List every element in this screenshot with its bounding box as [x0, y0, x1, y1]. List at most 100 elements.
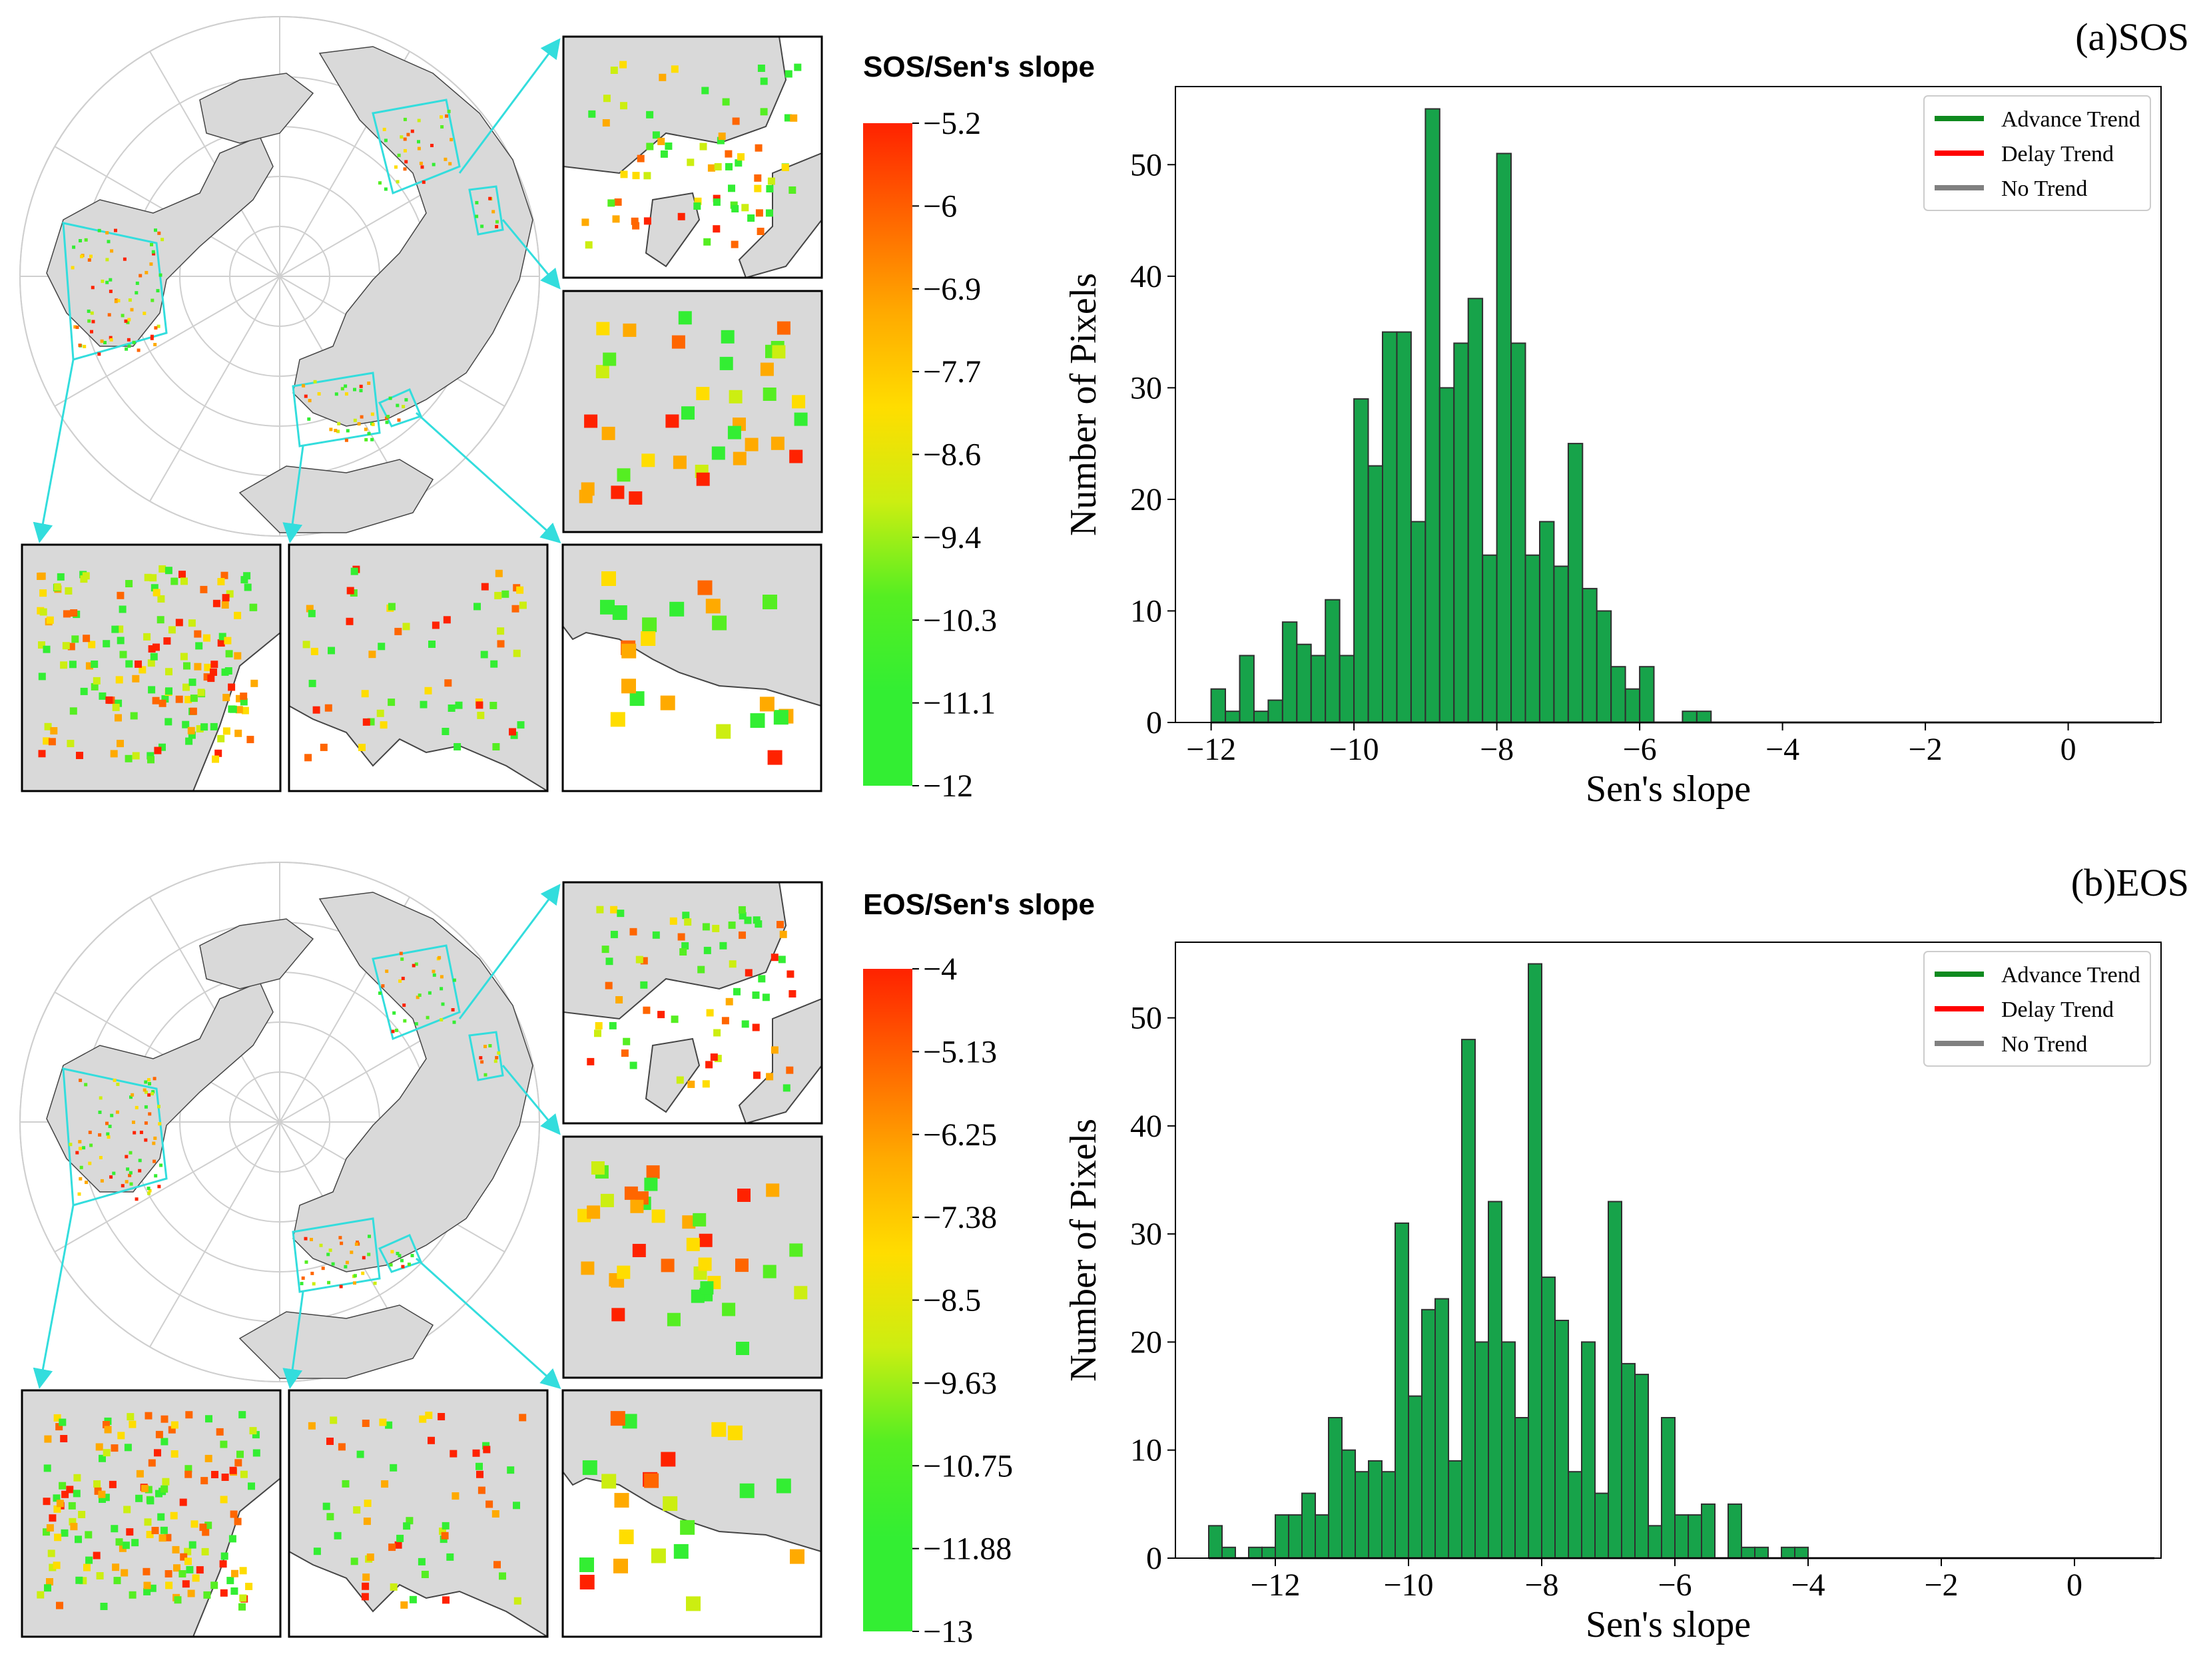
inset-pixel	[39, 589, 47, 597]
inset-pixel	[585, 241, 593, 249]
land-eurasia	[292, 46, 533, 427]
inset-pixel	[85, 662, 93, 670]
inset-pixel	[119, 605, 127, 613]
inset-pixel	[641, 631, 656, 646]
inset-pixel	[757, 228, 765, 235]
inset-pixel	[739, 931, 746, 939]
inset-pixel	[130, 712, 138, 720]
eos-bar	[1261, 1546, 1276, 1559]
eos-bar	[1395, 1222, 1409, 1559]
map-pixel	[113, 1078, 117, 1082]
inset-pixel	[61, 1490, 69, 1498]
map-pixel	[310, 1238, 313, 1241]
inset-pixel	[201, 1547, 209, 1555]
eos-bar	[1661, 1417, 1676, 1559]
inset-pixel	[204, 1454, 212, 1462]
inset-pixel	[151, 584, 158, 592]
inset-pixel	[702, 923, 710, 931]
inset-pixel	[643, 217, 651, 225]
eos-bar	[1315, 1514, 1329, 1559]
land-north-america	[46, 981, 274, 1193]
map-pixel	[72, 245, 76, 249]
inset-pixel	[229, 1466, 237, 1474]
inset-pixel	[687, 158, 695, 166]
eos-bar	[1421, 1308, 1436, 1559]
inset-pixel	[236, 695, 243, 702]
inset-pixel	[334, 1532, 342, 1540]
inset-frame	[562, 290, 823, 533]
inset-pixel	[394, 627, 402, 635]
inset-pixel	[66, 1486, 74, 1494]
inset-pixel	[366, 1553, 374, 1561]
inset-pixel	[121, 1569, 129, 1577]
map-pixel	[78, 1147, 82, 1151]
inset-pixel	[76, 752, 83, 759]
inset-pixel	[144, 573, 152, 581]
inset-pixel	[711, 1422, 727, 1437]
inset-pixel	[99, 692, 107, 700]
inset-pixel	[196, 1566, 204, 1574]
inset-pixel	[473, 603, 481, 611]
map-pixel	[89, 254, 93, 258]
inset-pixel	[741, 1020, 749, 1028]
inset-pixel	[202, 1528, 210, 1536]
inset-pixel	[646, 1165, 660, 1179]
sos-ytick-label: 30	[1130, 370, 1162, 406]
inset-pixel	[620, 102, 627, 110]
inset-pixel	[75, 1576, 83, 1584]
inset-pixel	[143, 633, 151, 641]
inset-pixel	[752, 1023, 760, 1031]
map-pixel	[432, 162, 436, 166]
map-pixel	[373, 1281, 377, 1285]
inset-pixel	[80, 575, 88, 583]
inset-pixel	[127, 1413, 135, 1421]
inset-frame	[21, 543, 282, 792]
inset-pixel	[511, 605, 519, 613]
inset-pixel	[312, 706, 320, 714]
inset-pixel	[673, 1543, 689, 1559]
sos-bar	[1682, 710, 1698, 723]
inset-pixel	[165, 668, 172, 676]
inset-pixel	[188, 679, 196, 687]
map-pixel	[364, 427, 368, 431]
inset-pixel	[43, 1528, 50, 1536]
map-pixel	[444, 157, 448, 161]
inset-pixel	[438, 1413, 446, 1420]
inset-pixel	[760, 362, 774, 376]
inset-pixel	[439, 1528, 446, 1536]
inset-map-1	[562, 35, 823, 279]
eos-bar	[1381, 1471, 1396, 1559]
map-pixel	[129, 1171, 133, 1175]
inset-pixel	[244, 583, 252, 591]
map-pixel	[129, 1095, 133, 1099]
map-pixel	[353, 418, 357, 422]
sos-legend-label: No Trend	[2001, 176, 2087, 201]
inset-pixel	[204, 663, 212, 671]
map-pixel	[401, 976, 405, 980]
inset-pixel	[53, 583, 61, 591]
inset-frame	[562, 1135, 823, 1379]
map-pixel	[406, 133, 410, 137]
inset-pixel	[697, 580, 713, 595]
inset-pixel	[122, 1541, 130, 1549]
sos-xtick-label: 0	[2060, 732, 2076, 767]
inset-pixel	[158, 743, 166, 751]
inset-pixel	[632, 222, 640, 230]
inset-pixel	[472, 1449, 480, 1457]
map-pixel	[109, 338, 113, 342]
callout-arrow-5	[415, 1257, 561, 1390]
inset-pixel	[619, 61, 627, 69]
inset-pixel	[139, 666, 147, 674]
inset-pixel	[110, 750, 118, 758]
inset-pixel	[613, 1558, 628, 1573]
inset-pixel	[322, 1502, 330, 1510]
inset-pixel	[732, 117, 740, 125]
callout-arrow-2	[501, 219, 561, 290]
inset-pixel	[428, 1436, 435, 1444]
map-pixel	[384, 187, 388, 191]
colorbar	[863, 969, 912, 1631]
inset-pixel	[326, 1513, 334, 1521]
inset-pixel	[91, 683, 99, 691]
inset-pixel	[182, 720, 190, 728]
sos-bar	[1596, 610, 1612, 723]
